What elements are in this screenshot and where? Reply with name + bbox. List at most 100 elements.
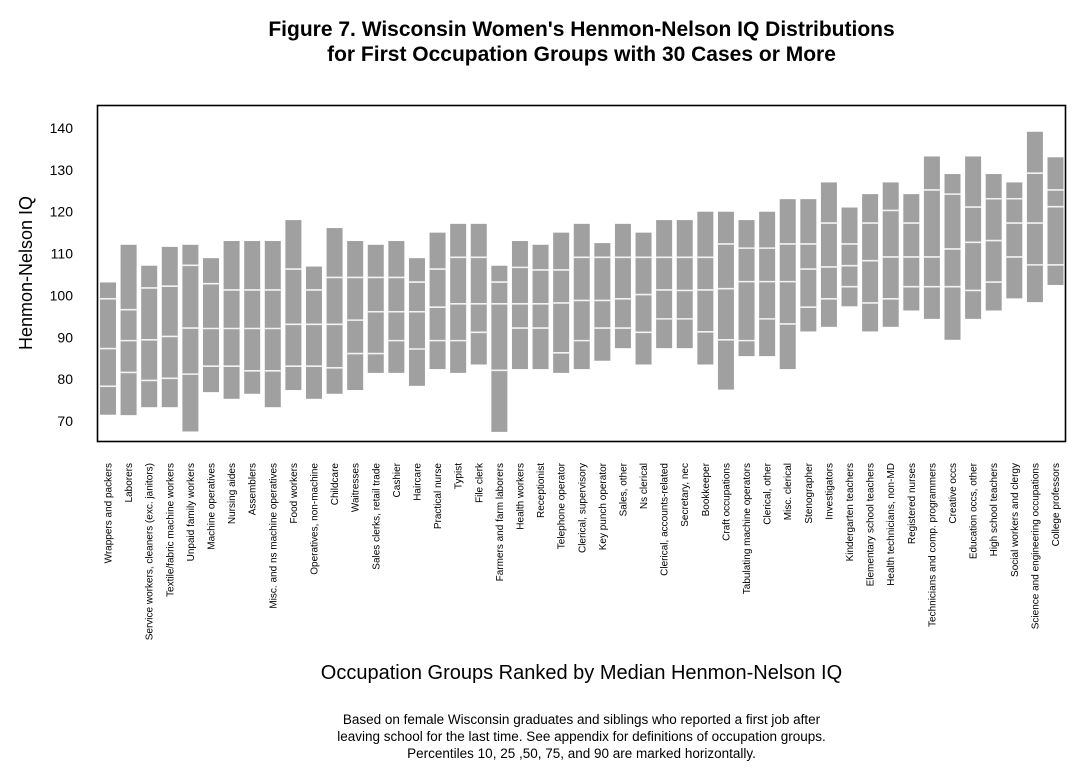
x-category-label: Investigators [824,463,835,520]
bar-segment [697,331,714,365]
bar-segment [573,257,590,301]
bar-segment [965,242,982,291]
bar-segment [923,189,940,257]
percentile-bar [656,220,673,349]
percentile-bar [759,211,776,357]
bar-segment [1026,223,1043,265]
percentile-bar [697,211,714,365]
bar-segment [944,194,961,249]
x-category-label: Bookkeeper [701,462,712,516]
bar-segment [553,269,570,303]
bar-segment [944,248,961,287]
bar-segment [450,340,467,373]
caption-line-1: Based on female Wisconsin graduates and … [342,712,821,727]
bar-segment [326,277,343,325]
bar-segment [1026,173,1043,224]
caption-line-3: Percentiles 10, 25 ,50, 75, and 90 are m… [407,746,756,761]
chart-title: Figure 7. Wisconsin Women's Henmon-Nelso… [0,17,1090,67]
x-category-label: Elementary school teachers [866,463,877,586]
percentile-bar [862,194,879,332]
bar-segment [1026,264,1043,303]
bar-segment [553,302,570,353]
bar-segment [656,257,673,290]
bar-segment [264,241,281,290]
y-tick-label: 90 [57,329,73,345]
x-category-label: College professors [1051,463,1062,546]
x-category-label: Creative occs [948,463,959,524]
bar-segment [450,223,467,258]
chart-title-line-2: for First Occupation Groups with 30 Case… [327,43,836,66]
bar-segment [223,241,240,290]
bar-segment [470,303,487,333]
percentile-bar [429,232,446,370]
percentile-bar [553,232,570,373]
bar-segment [820,266,837,299]
bar-segment [985,198,1002,241]
percentile-bar [347,241,364,391]
bar-segment [676,318,693,349]
bar-segment [244,328,261,371]
x-category-label: Wrappers and packers [104,463,115,563]
bar-segment [738,248,755,282]
bar-segment [573,223,590,258]
bar-segment [141,380,158,408]
bar-segment [841,243,858,266]
percentile-bar [944,174,961,340]
x-category-label: Sales, other [618,462,629,516]
bar-segment [676,290,693,319]
percentile-bar [367,244,384,373]
x-category-label: Clerical, supervisory [577,463,588,553]
x-category-label: Practical nurse [433,463,444,530]
percentile-bar [903,194,920,311]
bar-segment [408,349,425,386]
bar-segment [223,289,240,329]
bar-segment [903,223,920,257]
percentile-bar [511,241,528,370]
percentile-bar [141,265,158,408]
bar-segment [285,269,302,325]
x-category-label: Waitresses [351,463,362,512]
percentile-bar [470,223,487,365]
bar-segment [367,277,384,312]
x-category-label: Nursing aides [227,463,238,524]
bar-segment [965,290,982,319]
bar-segment [326,367,343,394]
bar-segment [656,318,673,349]
bar-segment [161,336,178,379]
bar-segment [470,257,487,304]
bar-segment [985,174,1002,199]
bar-segment [120,244,137,310]
bar-segment [491,303,508,371]
bar-segment [347,320,364,354]
bar-segment [965,207,982,243]
bar-segment [882,256,899,299]
bar-segment [820,223,837,267]
percentile-bar [450,223,467,373]
x-category-label: Food workers [289,463,300,524]
x-category-label: File clerk [474,462,485,503]
bar-segment [800,269,817,308]
percentile-bar [635,232,652,365]
percentile-bar [1047,157,1064,285]
bar-segment [285,366,302,391]
bar-segment [614,328,631,349]
bar-segment [1006,198,1023,224]
bar-segment [594,243,611,258]
bar-segment [923,256,940,287]
percentile-bar [326,228,343,394]
bar-segment [965,156,982,208]
bar-segment [779,323,796,370]
bar-segment [594,328,611,361]
percentile-bar [1026,131,1043,303]
bar-segment [100,298,116,349]
y-tick-label: 80 [57,371,73,387]
bar-segment [532,269,549,304]
bar-segment [862,223,879,261]
bar-segment [120,340,137,373]
x-category-label: Registered nurses [907,463,918,544]
bar-segment [903,194,920,224]
bar-segment [264,370,281,408]
bar-segment [511,241,528,268]
x-category-label: Kindergarten teachers [845,463,856,561]
percentile-bar [965,156,982,319]
